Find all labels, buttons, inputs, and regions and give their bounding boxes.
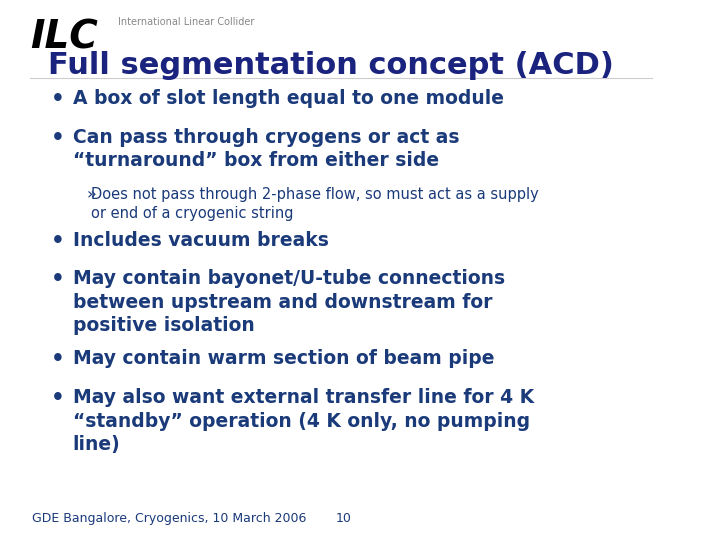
Text: May contain bayonet/U-tube connections
between upstream and downstream for
posit: May contain bayonet/U-tube connections b… (73, 269, 505, 335)
Text: Full segmentation concept (ACD): Full segmentation concept (ACD) (48, 51, 614, 80)
Text: •: • (50, 89, 64, 109)
Text: Does not pass through 2-phase flow, so must act as a supply
or end of a cryogeni: Does not pass through 2-phase flow, so m… (91, 187, 539, 221)
Text: Can pass through cryogens or act as
“turnaround” box from either side: Can pass through cryogens or act as “tur… (73, 128, 459, 171)
Text: •: • (50, 388, 64, 408)
Text: Includes vacuum breaks: Includes vacuum breaks (73, 231, 328, 249)
Text: •: • (50, 231, 64, 251)
Text: ILC: ILC (30, 19, 98, 57)
Text: International Linear Collider: International Linear Collider (117, 17, 254, 28)
Text: •: • (50, 269, 64, 289)
Text: A box of slot length equal to one module: A box of slot length equal to one module (73, 89, 503, 108)
Text: »: » (86, 187, 96, 202)
Text: •: • (50, 349, 64, 369)
Text: 10: 10 (336, 512, 352, 525)
Text: •: • (50, 128, 64, 148)
Text: May contain warm section of beam pipe: May contain warm section of beam pipe (73, 349, 494, 368)
Text: May also want external transfer line for 4 K
“standby” operation (4 K only, no p: May also want external transfer line for… (73, 388, 534, 454)
Text: GDE Bangalore, Cryogenics, 10 March 2006: GDE Bangalore, Cryogenics, 10 March 2006 (32, 512, 306, 525)
